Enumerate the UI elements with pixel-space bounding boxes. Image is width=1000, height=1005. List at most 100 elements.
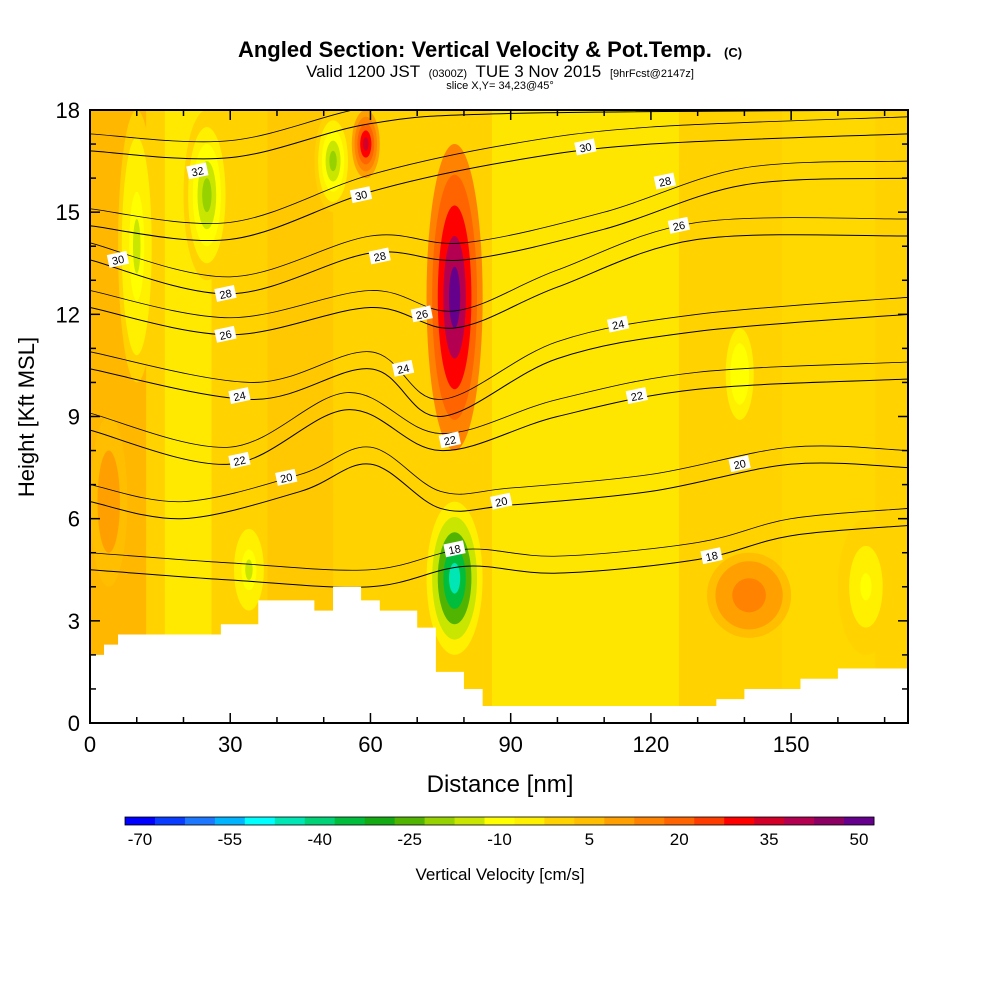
contour-label-box	[214, 325, 237, 343]
velocity-cell-ring	[740, 586, 758, 604]
y-tick-label: 0	[68, 711, 80, 736]
theta-contour-line	[90, 296, 908, 400]
contour-label-box	[228, 387, 251, 405]
velocity-band	[491, 110, 679, 723]
velocity-cell	[837, 518, 894, 655]
contour-label-text: 22	[630, 390, 644, 404]
contour-label-box	[410, 305, 433, 323]
colorbar-swatch	[844, 817, 875, 825]
colorbar-swatch	[274, 817, 306, 825]
contour-label-text: 30	[111, 254, 125, 268]
contour-label-text: 26	[219, 329, 233, 343]
chart-title-block: Angled Section: Vertical Velocity & Pot.…	[238, 37, 742, 92]
contour-label-text: 32	[190, 165, 204, 179]
velocity-cell-ring	[245, 559, 253, 580]
theta-contour-line	[90, 313, 908, 418]
velocity-cell	[118, 110, 156, 383]
terrain	[90, 586, 908, 723]
contour-label-text: 22	[233, 455, 247, 469]
theta-contour-line	[90, 508, 908, 571]
x-tick-label: 60	[358, 732, 382, 757]
contour-label-text: 18	[448, 543, 462, 557]
contour-label-text: 20	[494, 495, 508, 509]
contour-label: 24	[606, 315, 630, 333]
velocity-cell-ring	[860, 573, 872, 601]
colorbar-swatch	[334, 817, 366, 825]
contour-label-box	[625, 387, 648, 405]
colorbar-swatch	[544, 817, 575, 825]
colorbar-tick-label: 20	[670, 830, 689, 849]
contour-label-text: 28	[658, 175, 672, 189]
contour-label-box	[574, 138, 597, 156]
velocity-cell-ring	[735, 358, 745, 390]
y-tick-label: 9	[68, 405, 80, 430]
colorbar-swatch	[664, 817, 695, 825]
x-axis-label: Distance [nm]	[427, 771, 574, 798]
colorbar-tick-label: -40	[307, 830, 332, 849]
contour-label: 24	[391, 359, 415, 377]
contour-label-text: 28	[219, 288, 233, 302]
colorbar-swatch	[724, 817, 755, 825]
colorbar-tick-label: -55	[218, 830, 243, 849]
velocity-cell-ring	[202, 178, 212, 213]
contour-label-text: 18	[705, 550, 719, 564]
velocity-cell-ring	[362, 137, 369, 151]
contour-label-box	[275, 468, 298, 486]
contour-label: 22	[625, 387, 648, 405]
contour-label: 22	[228, 451, 251, 469]
theta-contour-line	[90, 217, 908, 319]
colorbar-swatch	[394, 817, 426, 825]
x-tick-label: 30	[218, 732, 242, 757]
y-tick-label: 6	[68, 507, 80, 532]
theta-contour-line	[90, 462, 908, 520]
colorbar-swatch	[304, 817, 336, 825]
contour-label: 28	[214, 284, 237, 302]
theta-contour-line	[90, 361, 908, 448]
contour-label-text: 20	[733, 458, 747, 472]
contour-label-text: 30	[354, 189, 368, 203]
contour-label: 20	[728, 455, 751, 472]
velocity-cells	[90, 110, 894, 655]
contour-label-box	[368, 247, 391, 265]
colorbar-swatch	[364, 817, 396, 825]
contour-label-text: 30	[578, 141, 592, 155]
colorbar-tick-label: 35	[760, 830, 779, 849]
contour-label: 18	[443, 540, 466, 557]
velocity-cell	[90, 416, 128, 587]
velocity-cell	[716, 297, 764, 451]
contour-label-text: 24	[233, 390, 247, 404]
contour-label: 24	[228, 387, 251, 405]
contour-label-box	[186, 162, 209, 180]
y-axis: 0 3 6 9 12 15 18	[56, 98, 908, 736]
colorbar-frame	[124, 816, 875, 826]
velocity-cell-ring	[133, 218, 141, 274]
contour-label-box	[214, 284, 237, 302]
chart-subtitle-valid: Valid 1200 JST (0300Z) TUE 3 Nov 2015 [9…	[306, 62, 694, 81]
colorbar-label: Vertical Velocity [cm/s]	[415, 865, 584, 884]
x-tick-label: 150	[773, 732, 810, 757]
contour-label: 22	[438, 431, 461, 448]
contour-label-box	[700, 547, 723, 565]
velocity-cell-ring	[448, 562, 461, 594]
x-axis: 0 30 60 90 120 150	[84, 110, 886, 757]
contour-labels: 32 30 30 30 28 28 28 26 26 26 24 24 24 22 22 22 20 20 20 18…	[106, 138, 751, 565]
theta-contour-line	[90, 524, 908, 588]
theta-contours	[90, 110, 908, 588]
colorbar-tick-label: 5	[585, 830, 594, 849]
contour-label-text: 22	[443, 434, 457, 448]
contour-label-box	[349, 186, 373, 204]
contour-label-text: 20	[279, 472, 293, 486]
contour-label-text: 26	[672, 220, 686, 234]
y-axis-label: Height [Kft MSL]	[14, 337, 39, 497]
contour-label-text: 26	[415, 308, 429, 322]
contour-label-box	[391, 359, 415, 377]
velocity-cell-ring	[329, 150, 337, 172]
colorbar-swatch	[604, 817, 635, 825]
colorbar-tick-label: 50	[850, 830, 869, 849]
y-tick-label: 18	[56, 98, 80, 123]
contour-label-text: 28	[373, 250, 387, 264]
colorbar-swatch	[514, 817, 545, 825]
colorbar-swatch	[784, 817, 815, 825]
colorbar-swatch	[214, 817, 246, 825]
x-tick-label: 0	[84, 732, 96, 757]
